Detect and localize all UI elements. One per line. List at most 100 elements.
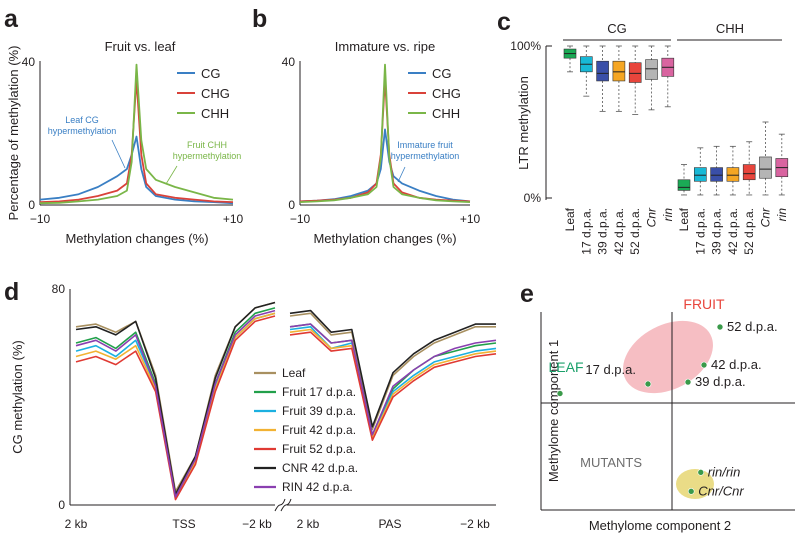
panel-d-series-cnr-42-d-p-a-pas bbox=[289, 309, 496, 428]
panel-c-chh-cnr-box bbox=[759, 156, 772, 179]
panel-a-annotation-leaf-cg-pointer bbox=[111, 139, 126, 169]
panel-b-xtick-left: −10 bbox=[290, 212, 311, 226]
panel-e-point-39-d-p-a bbox=[684, 378, 692, 386]
panel-b-annotation-immature-line1: Immature fruit bbox=[397, 140, 453, 150]
panel-d-series-leaf-pas bbox=[289, 312, 496, 431]
panel-d-series-fruit-17-d-p-a-tss bbox=[75, 307, 276, 498]
panel-d-legend-fruit-17-d-p-a: Fruit 17 d.p.a. bbox=[282, 385, 356, 399]
panel-e: Methylome component 1 Methylome componen… bbox=[540, 296, 795, 533]
panel-b-xlabel: Methylation changes (%) bbox=[313, 231, 456, 246]
panel-a-legend-chg: CHG bbox=[201, 86, 230, 101]
panel-label-a: a bbox=[4, 5, 19, 33]
panel-d-axis-break-right bbox=[280, 498, 292, 512]
panel-label-d: d bbox=[4, 278, 19, 306]
panel-label-b: b bbox=[252, 5, 267, 33]
panel-d-legend-cnr-42-d-p-a: CNR 42 d.p.a. bbox=[282, 461, 358, 475]
panel-d-series-fruit-52-d-p-a-tss bbox=[75, 315, 276, 501]
panel-a-annotation-fruit-chh-line2: hypermethylation bbox=[173, 151, 242, 161]
panel-c-cg-39-d-p-a-box bbox=[596, 60, 609, 82]
panel-a-annotation-fruit-chh: Fruit CHH hypermethylation bbox=[173, 140, 242, 161]
panel-d-xtick-pas: PAS bbox=[378, 517, 401, 531]
panel-d-xtick-left-start: 2 kb bbox=[65, 517, 88, 531]
panel-a-xtick-left: −10 bbox=[30, 212, 51, 226]
panel-d-legend-fruit-52-d-p-a: Fruit 52 d.p.a. bbox=[282, 442, 356, 456]
panel-b-series-chh bbox=[299, 63, 471, 203]
panel-d-legend-leaf: Leaf bbox=[282, 366, 306, 380]
panel-d-legend-fruit-42-d-p-a: Fruit 42 d.p.a. bbox=[282, 423, 356, 437]
panel-e-xlabel: Methylome component 2 bbox=[589, 518, 731, 533]
panel-d-ytick-top: 80 bbox=[52, 282, 66, 296]
panel-a-annotation-fruit-chh-line1: Fruit CHH bbox=[187, 140, 227, 150]
panel-e-group-leaf: LEAF bbox=[548, 359, 583, 375]
panel-e-point-17-d-p-a bbox=[644, 380, 652, 388]
panel-b-ytick-top: 40 bbox=[282, 55, 296, 69]
panel-b-annotation-immature: Immature fruit hypermethylation bbox=[391, 140, 460, 161]
panel-b-legend-chh: CHH bbox=[432, 106, 460, 121]
panel-b-ytick-bottom: 0 bbox=[288, 198, 295, 212]
panel-a-legend-cg: CG bbox=[201, 66, 221, 81]
panel-c-cg-42-d-p-a-box bbox=[612, 60, 626, 82]
panel-d-xtick-right-end: −2 kb bbox=[460, 517, 490, 531]
panel-e-label-cnr-cnr: Cnr/Cnr bbox=[698, 483, 744, 498]
panel-c-chh-52-d-p-a-label: 52 d.p.a. bbox=[742, 208, 756, 255]
panel-a-series-chh bbox=[39, 63, 234, 205]
panel-e-mutant-cluster bbox=[676, 469, 714, 499]
panel-d-legend-fruit-39-d-p-a: Fruit 39 d.p.a. bbox=[282, 404, 356, 418]
panel-d-series-fruit-42-d-p-a-pas bbox=[289, 328, 497, 439]
panel-c-ytick-top: 100% bbox=[510, 39, 541, 53]
panel-c-cg-cnr-label: Cnr bbox=[645, 207, 659, 227]
panel-a-annotation-leaf-cg-line1: Leaf CG bbox=[65, 115, 99, 125]
panel-e-point-leaf bbox=[556, 390, 564, 397]
panel-a-legend-chh: CHH bbox=[201, 106, 229, 121]
panel-e-label-rin-rin: rin/rin bbox=[708, 464, 741, 479]
panel-a-annotation-fruit-chh-pointer bbox=[165, 165, 178, 185]
panel-d-xtick-right-start: 2 kb bbox=[297, 517, 320, 531]
panel-a-ytick-bottom: 0 bbox=[28, 198, 35, 212]
panel-a-xlabel: Methylation changes (%) bbox=[65, 231, 208, 246]
panel-c-chh-17-d-p-a-label: 17 d.p.a. bbox=[693, 208, 707, 255]
panel-b-legend-cg: CG bbox=[432, 66, 452, 81]
panel-e-point-rin-rin bbox=[697, 469, 705, 476]
panel-b-xtick-right: +10 bbox=[460, 212, 481, 226]
panel-b-annotation-immature-pointer bbox=[397, 166, 406, 183]
panel-e-label-39-d-p-a: 39 d.p.a. bbox=[695, 374, 746, 389]
panel-c-chh-rin-label: rin bbox=[775, 208, 789, 222]
panel-b-legend-chg: CHG bbox=[432, 86, 461, 101]
panel-label-e: e bbox=[520, 280, 534, 308]
panel-d-series-rin-42-d-p-a-tss bbox=[75, 309, 276, 498]
panel-d-axis-break-left bbox=[274, 498, 286, 512]
panel-a-ylabel: Percentage of methylation (%) bbox=[6, 46, 21, 221]
panel-c-chh-39-d-p-a-box bbox=[710, 167, 723, 182]
panel-d-xtick-left-end: −2 kb bbox=[242, 517, 272, 531]
panel-c-cg-52-d-p-a-box bbox=[628, 62, 642, 83]
panel-c-ytick-bottom: 0% bbox=[524, 191, 542, 205]
panel-b: Immature vs. ripe 40 0 −10 +10 Methylati… bbox=[282, 39, 481, 246]
panel-a: Fruit vs. leaf Percentage of methylation… bbox=[6, 39, 244, 246]
panel-d-series-fruit-52-d-p-a-pas bbox=[289, 331, 497, 442]
panel-c-group-cg: CG bbox=[607, 21, 627, 36]
panel-e-label-17-d-p-a: 17 d.p.a. bbox=[585, 362, 636, 377]
panel-c-chh-leaf-box bbox=[677, 179, 691, 191]
panel-d-ytick-bottom: 0 bbox=[58, 498, 65, 512]
panel-c-cg-cnr-box bbox=[645, 59, 658, 80]
panel-c-ylabel: LTR methylation bbox=[516, 76, 531, 170]
panel-c-chh-39-d-p-a-label: 39 d.p.a. bbox=[710, 208, 724, 255]
panel-c-chh-42-d-p-a-box bbox=[726, 167, 740, 182]
panel-b-annotation-immature-line2: hypermethylation bbox=[391, 151, 460, 161]
panel-e-point-42-d-p-a bbox=[700, 361, 708, 369]
panel-a-xtick-right: +10 bbox=[223, 212, 244, 226]
panel-d-xtick-tss: TSS bbox=[172, 517, 195, 531]
panel-e-point-cnr-cnr bbox=[687, 488, 695, 495]
panel-e-label-52-d-p-a: 52 d.p.a. bbox=[727, 319, 778, 334]
panel-d-series-fruit-42-d-p-a-tss bbox=[75, 312, 276, 498]
panel-c-chh-42-d-p-a-label: 42 d.p.a. bbox=[726, 208, 740, 255]
panel-e-group-fruit: FRUIT bbox=[683, 296, 725, 312]
panel-a-annotation-leaf-cg-line2: hypermethylation bbox=[48, 126, 117, 136]
panel-c-cg-rin-label: rin bbox=[661, 208, 675, 222]
panel-c-cg-17-d-p-a-label: 17 d.p.a. bbox=[579, 208, 593, 255]
panel-c-group-chh: CHH bbox=[716, 21, 744, 36]
panel-c-chh-cnr-label: Cnr bbox=[759, 207, 773, 227]
panel-e-fruit-cluster bbox=[623, 320, 713, 394]
panel-c: LTR methylation 100% 0% CG CHH Leaf 17 d.… bbox=[510, 21, 789, 255]
panel-label-c: c bbox=[497, 8, 511, 36]
